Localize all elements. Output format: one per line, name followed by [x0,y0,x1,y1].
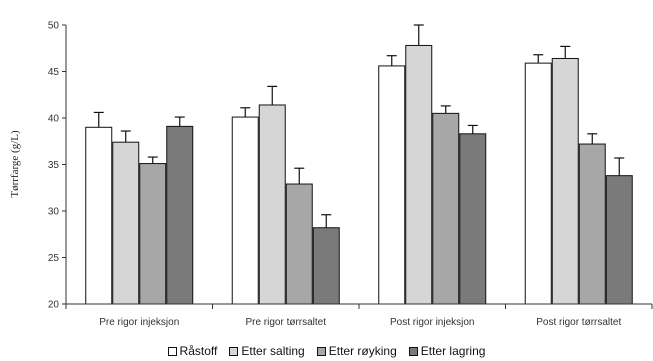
bar: Etter lagring – Pre rigor tørrsaltet: 28… [312,227,340,305]
bar: Etter lagring – Pre rigor injeksjon: 39.… [166,125,194,305]
legend-item: Råstoff [167,344,218,358]
legend-label: Etter lagring [420,344,486,358]
bar: Etter røyking – Post rigor injeksjon: 40… [432,112,460,305]
legend-item: Etter røyking [316,344,397,358]
x-category-label: Post rigor injeksjon [390,317,474,328]
y-tick-label: 45 [48,67,60,78]
legend: Råstoff Etter salting Etter røyking Etter l… [0,342,653,360]
x-axis: Pre rigor injeksjon Pre rigor tørrsaltet P… [65,303,653,328]
y-tick-label: 25 [48,253,60,264]
bar: Etter salting – Post rigor tørrsaltet: 4… [551,57,579,305]
legend-swatch [167,346,177,356]
bars: Råstoff – Pre rigor injeksjon: 39Etter s… [85,24,633,305]
bar: Etter salting – Pre rigor injeksjon: 37.… [112,141,140,305]
y-tick-label: 35 [48,160,60,171]
bar: Etter salting – Pre rigor tørrsaltet: 41… [258,104,286,305]
x-category-label: Pre rigor injeksjon [99,317,179,328]
bar: Råstoff – Post rigor tørrsaltet: 45.9 [524,62,552,305]
bar: Etter røyking – Pre rigor tørrsaltet: 32… [285,183,313,305]
x-category-label: Post rigor tørrsaltet [536,317,621,328]
legend-label: Råstoff [179,344,218,358]
bar: Etter røyking – Pre rigor injeksjon: 35.… [139,163,167,305]
x-category-label: Pre rigor tørrsaltet [245,317,326,328]
legend-swatch [229,346,239,356]
bar: Råstoff – Post rigor injeksjon: 45.6 [378,65,406,305]
bar: Råstoff – Pre rigor injeksjon: 39 [85,126,113,305]
legend-item: Etter lagring [408,344,486,358]
legend-swatch [316,346,326,356]
y-tick-label: 50 [48,21,60,32]
y-tick-label: 40 [48,114,60,125]
bar: Etter lagring – Post rigor tørrsaltet: 3… [605,175,633,305]
y-axis: 20 25 30 35 40 45 50 [48,21,67,311]
y-axis-label: Tørrfarge (g/L) [9,130,21,198]
bar: Etter røyking – Post rigor tørrsaltet: 3… [578,143,606,305]
y-tick-label: 20 [48,300,60,311]
bar: Råstoff – Pre rigor tørrsaltet: 40.1 [231,116,259,305]
bar-chart: 20 25 30 35 40 45 50 Råstoff – Pre rigor injek… [9,21,653,328]
bar: Etter lagring – Post rigor injeksjon: 38… [459,133,487,305]
legend-swatch [408,346,418,356]
legend-label: Etter røyking [328,344,397,358]
legend-label: Etter salting [241,344,305,358]
legend-item: Etter salting [229,344,305,358]
bar: Etter salting – Post rigor injeksjon: 47… [405,44,433,305]
y-tick-label: 30 [48,207,60,218]
